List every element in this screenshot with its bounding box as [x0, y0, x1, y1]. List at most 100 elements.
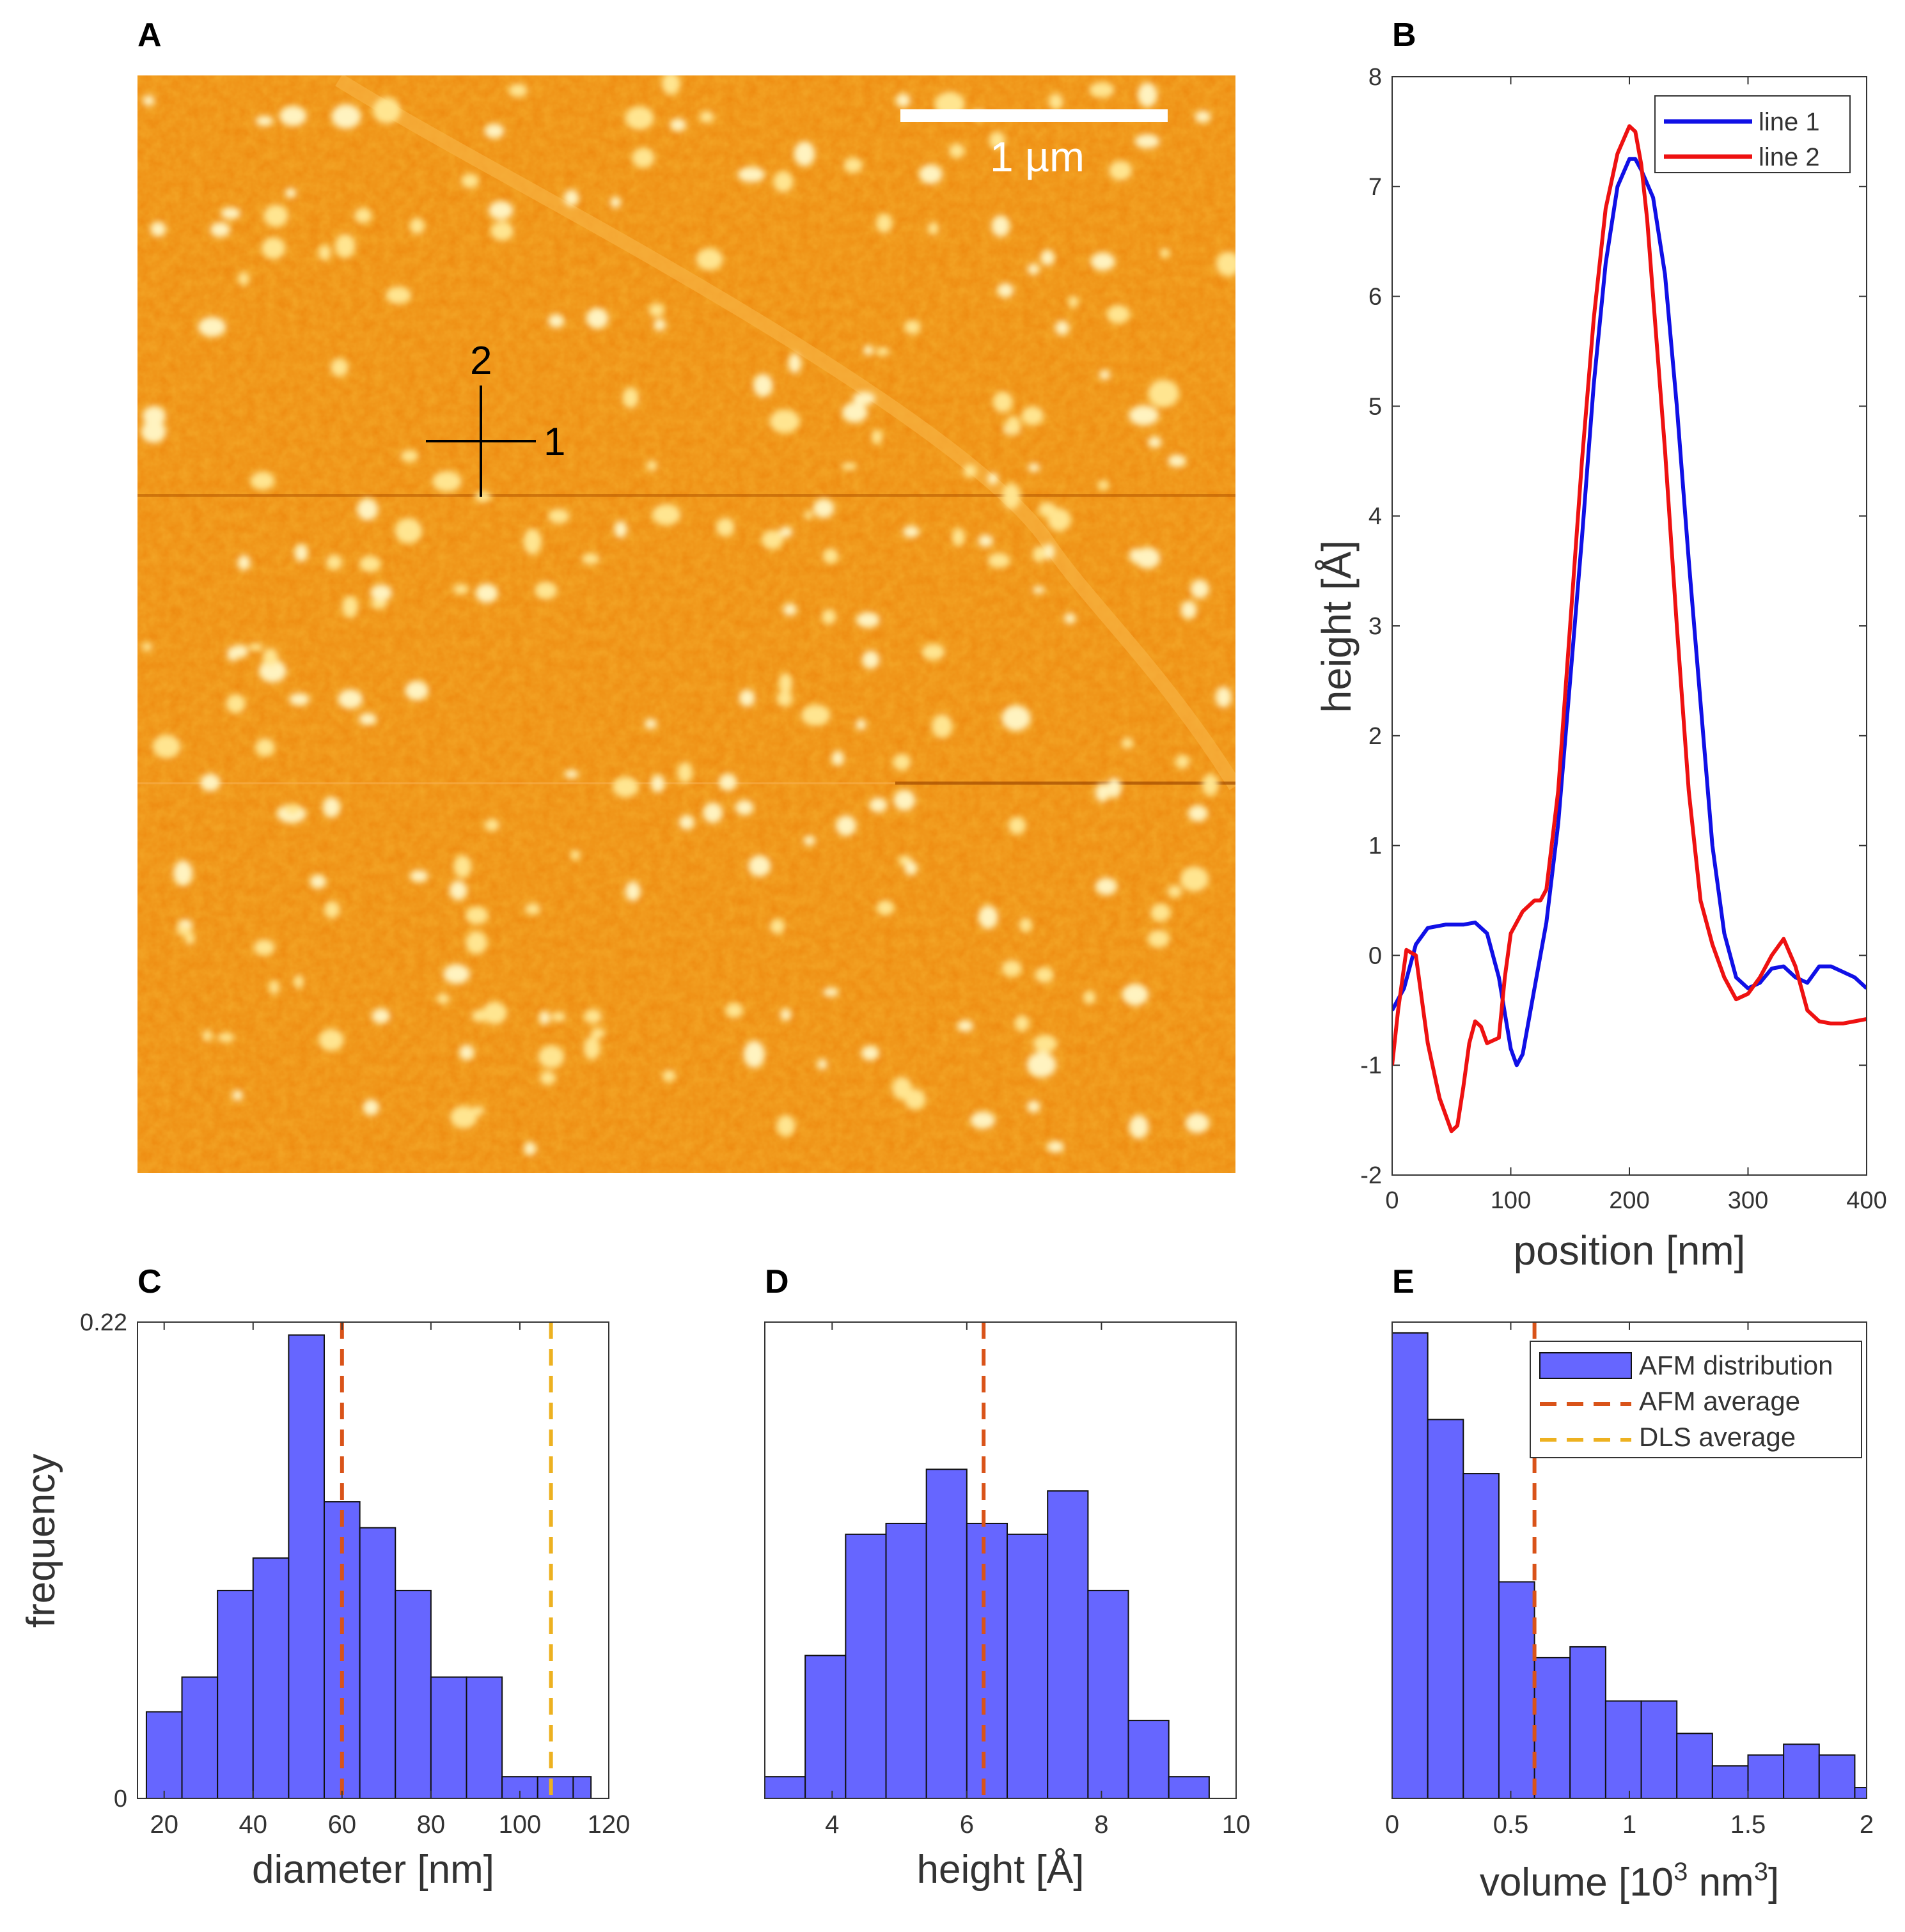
afm-particle: [1032, 586, 1045, 594]
afm-particle: [142, 405, 166, 427]
histogram-bar: [430, 1676, 467, 1799]
afm-particle: [822, 548, 839, 564]
afm-particle: [217, 1032, 235, 1043]
histogram-bar: [1676, 1733, 1713, 1800]
afm-particle: [370, 584, 393, 602]
afm-particle: [1001, 705, 1031, 731]
afm-particle: [324, 901, 340, 919]
afm-particle: [1033, 1034, 1058, 1053]
afm-particle: [952, 527, 966, 547]
afm-particle: [1188, 805, 1208, 822]
afm-particle: [776, 1115, 796, 1137]
afm-particle: [1180, 600, 1197, 619]
afm-particle: [436, 993, 450, 1004]
afm-particle: [372, 1008, 391, 1024]
afm-particle: [662, 1070, 676, 1082]
afm-particle: [735, 800, 754, 816]
afm-particle: [769, 919, 785, 935]
afm-particles: [141, 75, 1235, 1156]
afm-particle: [1019, 917, 1032, 933]
afm-particle: [902, 526, 920, 538]
afm-particle: [285, 187, 297, 199]
histogram-bar: [1711, 1765, 1749, 1800]
afm-particle: [978, 534, 993, 547]
afm-particle: [539, 1011, 551, 1025]
afm-particle: [613, 776, 639, 798]
afm-particle: [987, 472, 999, 485]
afm-particle: [363, 1099, 379, 1116]
afm-particle: [1167, 885, 1182, 898]
x-tick-label-E: 2: [1860, 1811, 1874, 1839]
y-tick-label-b: 2: [1368, 723, 1382, 750]
afm-particle: [737, 166, 765, 183]
afm-particle: [484, 123, 505, 139]
afm-particle: [1159, 248, 1170, 258]
afm-particle: [650, 774, 665, 793]
afm-particle: [699, 111, 714, 123]
afm-particle: [927, 222, 939, 235]
histogram-bar: [1533, 1656, 1571, 1800]
afm-particle: [875, 347, 890, 356]
legend-label-2: line 2: [1759, 143, 1820, 171]
afm-particle: [1008, 816, 1026, 835]
afm-particle: [871, 430, 883, 444]
afm-particle: [743, 1040, 765, 1068]
histogram-bar: [764, 1776, 806, 1800]
afm-particle: [1028, 463, 1040, 472]
afm-particle: [842, 402, 868, 423]
afm-particle: [548, 314, 565, 328]
y-tick-label-b: 3: [1368, 613, 1382, 640]
y-tick-label-b: 1: [1368, 833, 1382, 860]
afm-particle: [739, 689, 755, 707]
afm-particle: [1202, 774, 1219, 797]
x-axis-label-part: nm: [1688, 1860, 1753, 1905]
histogram-bar: [1087, 1589, 1129, 1800]
afm-particle: [152, 735, 181, 759]
afm-particle: [285, 804, 301, 814]
y-tick-label-b: 5: [1368, 393, 1382, 420]
afm-particle: [661, 75, 680, 95]
afm-particle: [459, 1045, 474, 1061]
afm-particle: [471, 1106, 485, 1116]
y-axis-label-b: height [Å]: [1313, 540, 1360, 713]
afm-particle: [508, 83, 528, 98]
afm-particle: [794, 141, 815, 167]
afm-particle: [1026, 1052, 1056, 1078]
afm-particle: [1089, 82, 1115, 98]
x-axis-label-part: volume [10: [1480, 1860, 1674, 1905]
histogram-bar: [466, 1676, 503, 1799]
afm-particle: [1129, 548, 1143, 563]
afm-particle: [584, 1009, 602, 1024]
afm-particle: [523, 528, 542, 555]
panel-b: B 0 100 200 300 400 -2 -1 0 1 2 3 4 5 6 7 8 position [nm…: [1313, 17, 1887, 1274]
afm-particle: [841, 462, 857, 471]
afm-particle: [1095, 877, 1117, 896]
afm-particle: [262, 648, 279, 666]
histogram-bar: [1127, 1720, 1170, 1799]
afm-particle: [409, 217, 425, 235]
x-tick-label-C: 80: [417, 1811, 446, 1839]
histogram-bar: [1640, 1700, 1678, 1799]
y-tick-label-b: -1: [1360, 1052, 1382, 1079]
afm-particle: [779, 526, 793, 538]
plot-area-D: [764, 1321, 1237, 1799]
afm-particle: [263, 204, 288, 228]
afm-particle: [185, 931, 195, 946]
histogram-bar: [1462, 1473, 1500, 1799]
afm-particle: [852, 391, 875, 405]
histogram-bar: [537, 1776, 574, 1800]
histogram-bar: [359, 1527, 396, 1800]
afm-particle: [997, 283, 1014, 298]
afm-particle: [970, 1111, 996, 1130]
afm-particle: [1026, 1100, 1040, 1113]
histogram-bar: [845, 1533, 887, 1799]
afm-particle: [475, 583, 498, 604]
afm-particle: [904, 861, 918, 876]
afm-particle: [540, 1071, 556, 1086]
afm-particle: [466, 931, 487, 954]
afm-particle: [813, 498, 835, 518]
afm-particle: [294, 974, 304, 989]
histogram-bar: [885, 1522, 927, 1800]
afm-particle: [1043, 543, 1055, 560]
